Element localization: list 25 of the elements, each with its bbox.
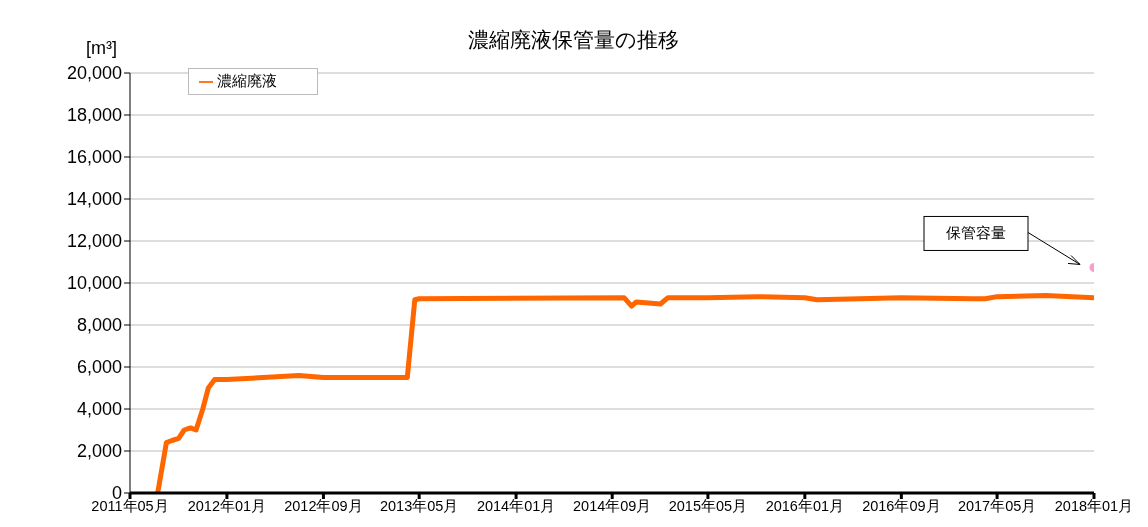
x-tick-label: 2014年09月 (573, 498, 652, 515)
x-tick-label: 2017年05月 (957, 498, 1037, 515)
x-tick-label: 2015年05月 (668, 498, 748, 515)
y-tick-label: 8,000 (76, 315, 122, 336)
y-axis-title: [m³] (86, 38, 117, 59)
x-tick-label: 2012年09月 (284, 498, 363, 515)
y-tick-label: 12,000 (66, 231, 122, 252)
x-tick-label: 2012年01月 (187, 498, 267, 515)
x-tick-label: 2014年01月 (476, 498, 556, 515)
y-tick-label: 20,000 (66, 63, 122, 84)
y-tick-label: 6,000 (76, 357, 122, 378)
annotation-box: 保管容量 (923, 215, 1029, 251)
y-tick-label: 2,000 (76, 441, 122, 462)
y-tick-label: 4,000 (76, 399, 122, 420)
x-tick-label: 2016年01月 (765, 498, 845, 515)
y-tick-label: 18,000 (66, 105, 122, 126)
legend-label: 濃縮廃液 (217, 72, 277, 89)
y-tick-label: 16,000 (66, 147, 122, 168)
chart-title: 濃縮廃液保管量の推移 (467, 28, 679, 51)
annotation: 保管容量 (946, 224, 1006, 242)
y-tick-label: 14,000 (66, 189, 122, 210)
x-tick-label: 2016年09月 (862, 498, 941, 515)
x-tick-label: 2018年01月 (1054, 498, 1134, 515)
x-tick-label: 2013年05月 (379, 498, 459, 515)
y-tick-label: 10,000 (66, 273, 122, 294)
